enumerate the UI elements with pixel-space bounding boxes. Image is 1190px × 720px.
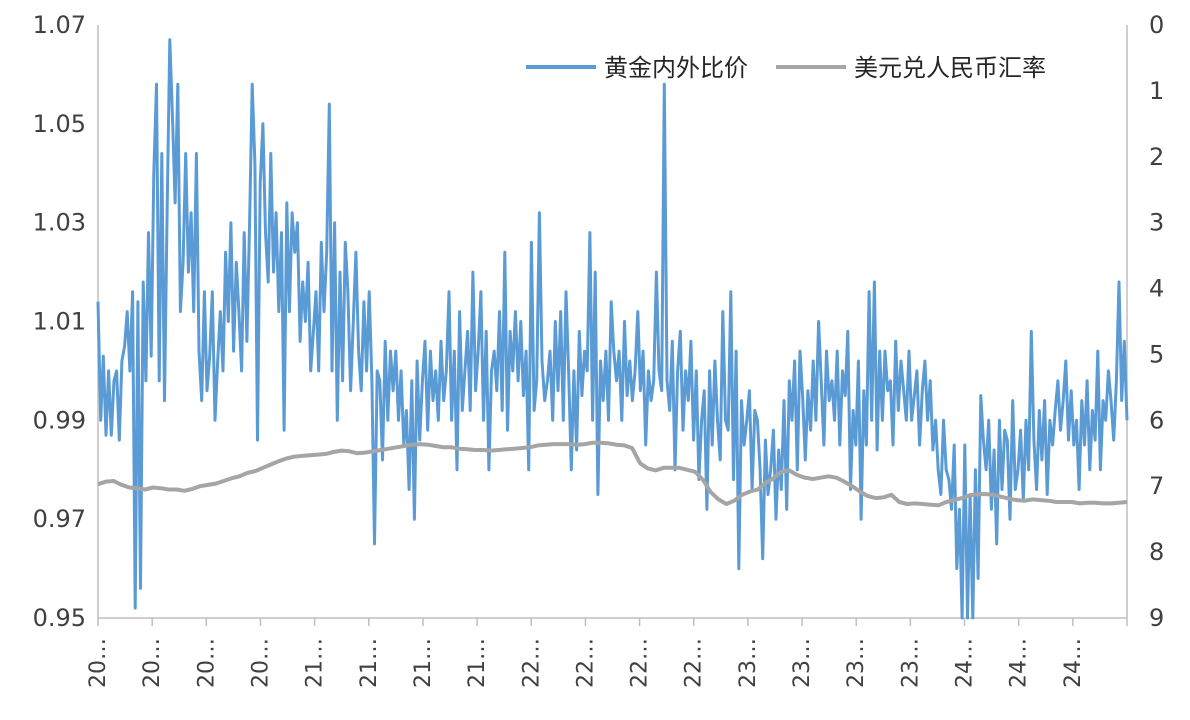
y-tick-label-left: 1.05 xyxy=(33,110,86,138)
x-tick-label: 24… xyxy=(1061,638,1086,688)
x-tick-label: 20… xyxy=(140,638,165,688)
y-tick-label-right: 0 xyxy=(1149,11,1164,39)
y-tick-label-right: 4 xyxy=(1149,275,1164,303)
legend-label-1: 黄金内外比价 xyxy=(604,54,748,82)
x-tick-label: 24… xyxy=(953,638,978,688)
x-tick-label: 23… xyxy=(844,638,869,688)
x-tick-label: 22… xyxy=(682,638,707,688)
x-tick-label: 21… xyxy=(357,638,382,688)
x-tick-label: 24… xyxy=(1007,638,1032,688)
y-tick-label-right: 2 xyxy=(1149,143,1164,171)
y-tick-label-left: 0.97 xyxy=(33,505,86,533)
x-tick-label: 23… xyxy=(736,638,761,688)
y-tick-label-left: 1.07 xyxy=(33,11,86,39)
series-line-2 xyxy=(97,440,1128,508)
y-tick-label-left: 0.95 xyxy=(33,604,86,632)
x-tick-label: 21… xyxy=(465,638,490,688)
y-tick-label-right: 6 xyxy=(1149,406,1164,434)
legend-label-2: 美元兑人民币汇率 xyxy=(854,54,1046,82)
x-tick-label: 22… xyxy=(573,638,598,688)
y-tick-label-left: 1.01 xyxy=(33,308,86,336)
x-tick-label: 20… xyxy=(248,638,273,688)
x-tick-label: 20… xyxy=(194,638,219,688)
y-tick-label-left: 1.03 xyxy=(33,209,86,237)
x-tick-label: 23… xyxy=(790,638,815,688)
y-tick-label-left: 0.99 xyxy=(33,406,86,434)
y-tick-label-right: 5 xyxy=(1149,340,1164,368)
x-tick-label: 23… xyxy=(898,638,923,688)
y-tick-label-right: 3 xyxy=(1149,209,1164,237)
y-tick-label-right: 9 xyxy=(1149,604,1164,632)
x-tick-label: 22… xyxy=(628,638,653,688)
y-tick-label-right: 1 xyxy=(1149,77,1164,105)
series-line-1 xyxy=(96,38,1129,620)
y-tick-label-right: 7 xyxy=(1149,472,1164,500)
x-tick-label: 22… xyxy=(519,638,544,688)
x-tick-label: 21… xyxy=(303,638,328,688)
x-tick-label: 20… xyxy=(86,638,111,688)
y-tick-label-right: 8 xyxy=(1149,538,1164,566)
x-tick-label: 21… xyxy=(411,638,436,688)
